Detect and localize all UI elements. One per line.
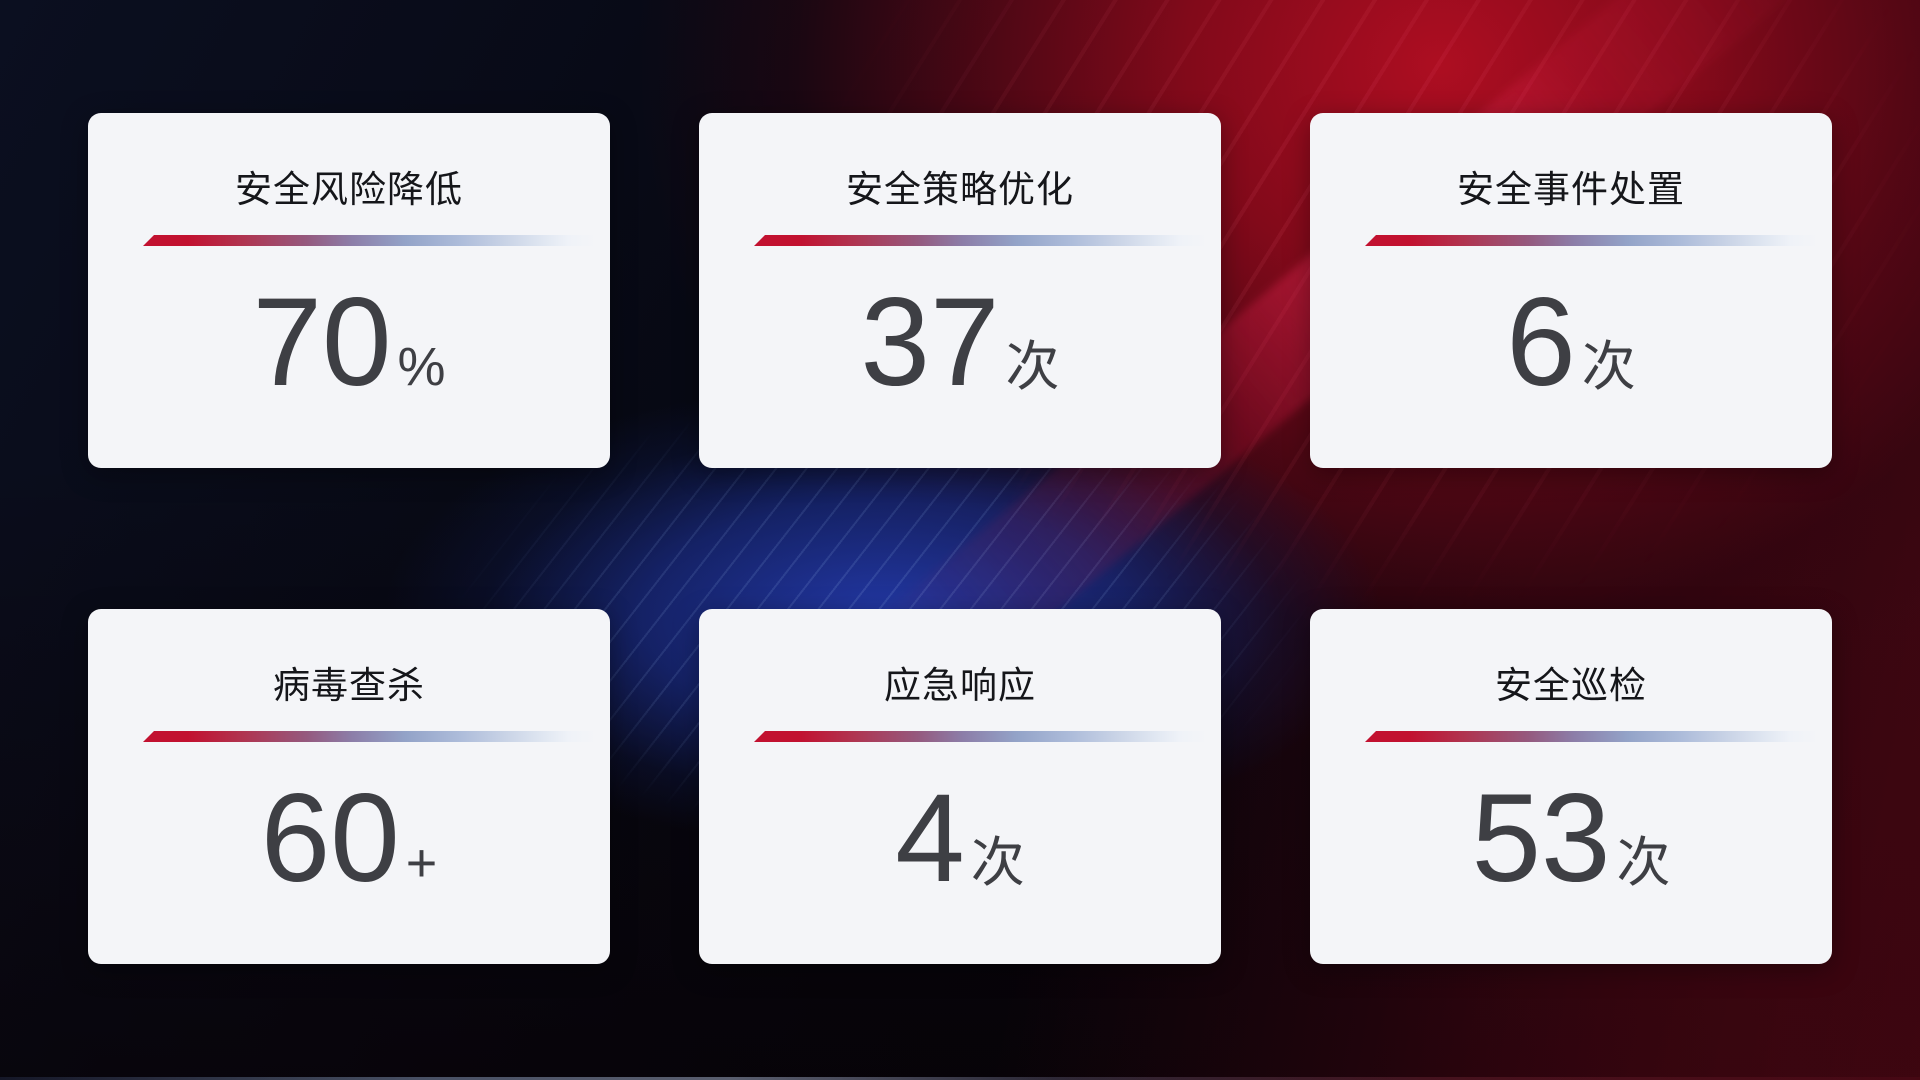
stat-card-title: 应急响应	[884, 665, 1036, 706]
stat-card-value: 60 +	[88, 767, 610, 911]
stat-card-value: 53 次	[1310, 767, 1832, 911]
stat-card-policy-optimization: 安全策略优化 37 次	[699, 113, 1221, 468]
stat-card-virus-scan: 病毒查杀 60 +	[88, 609, 610, 964]
gradient-divider	[143, 731, 596, 742]
stat-number: 70	[252, 273, 392, 412]
stat-card-emergency-response: 应急响应 4 次	[699, 609, 1221, 964]
gradient-divider	[1365, 235, 1818, 246]
stat-number: 60	[260, 769, 400, 908]
stat-card-title: 安全巡检	[1495, 665, 1647, 706]
stat-unit: 次	[970, 833, 1025, 893]
stat-card-risk-reduction: 安全风险降低 70 %	[88, 113, 610, 468]
stat-card-security-inspection: 安全巡检 53 次	[1310, 609, 1832, 964]
background-bottom-edge-line	[0, 1077, 1920, 1080]
stats-grid: 安全风险降低 70 % 安全策略优化 37 次 安全事件处置 6 次 病毒查	[88, 113, 1832, 964]
stat-card-value: 37 次	[699, 271, 1221, 415]
stat-card-value: 6 次	[1310, 271, 1832, 415]
stat-card-title: 安全事件处置	[1457, 169, 1685, 210]
gradient-divider	[754, 731, 1207, 742]
stat-card-title: 安全策略优化	[846, 169, 1074, 210]
stat-card-title: 安全风险降低	[235, 169, 463, 210]
gradient-divider	[754, 235, 1207, 246]
gradient-divider	[143, 235, 596, 246]
stat-number: 6	[1506, 273, 1576, 412]
stat-unit: %	[397, 337, 446, 397]
stat-unit: 次	[1581, 337, 1636, 397]
stat-card-value: 70 %	[88, 271, 610, 415]
stat-card-value: 4 次	[699, 767, 1221, 911]
stat-card-incident-handling: 安全事件处置 6 次	[1310, 113, 1832, 468]
gradient-divider	[1365, 731, 1818, 742]
stat-card-title: 病毒查杀	[273, 665, 425, 706]
stat-unit: 次	[1005, 337, 1060, 397]
stat-number: 53	[1471, 769, 1611, 908]
stat-unit: +	[405, 833, 438, 893]
stat-number: 4	[895, 769, 965, 908]
stat-unit: 次	[1616, 833, 1671, 893]
stat-number: 37	[860, 273, 1000, 412]
